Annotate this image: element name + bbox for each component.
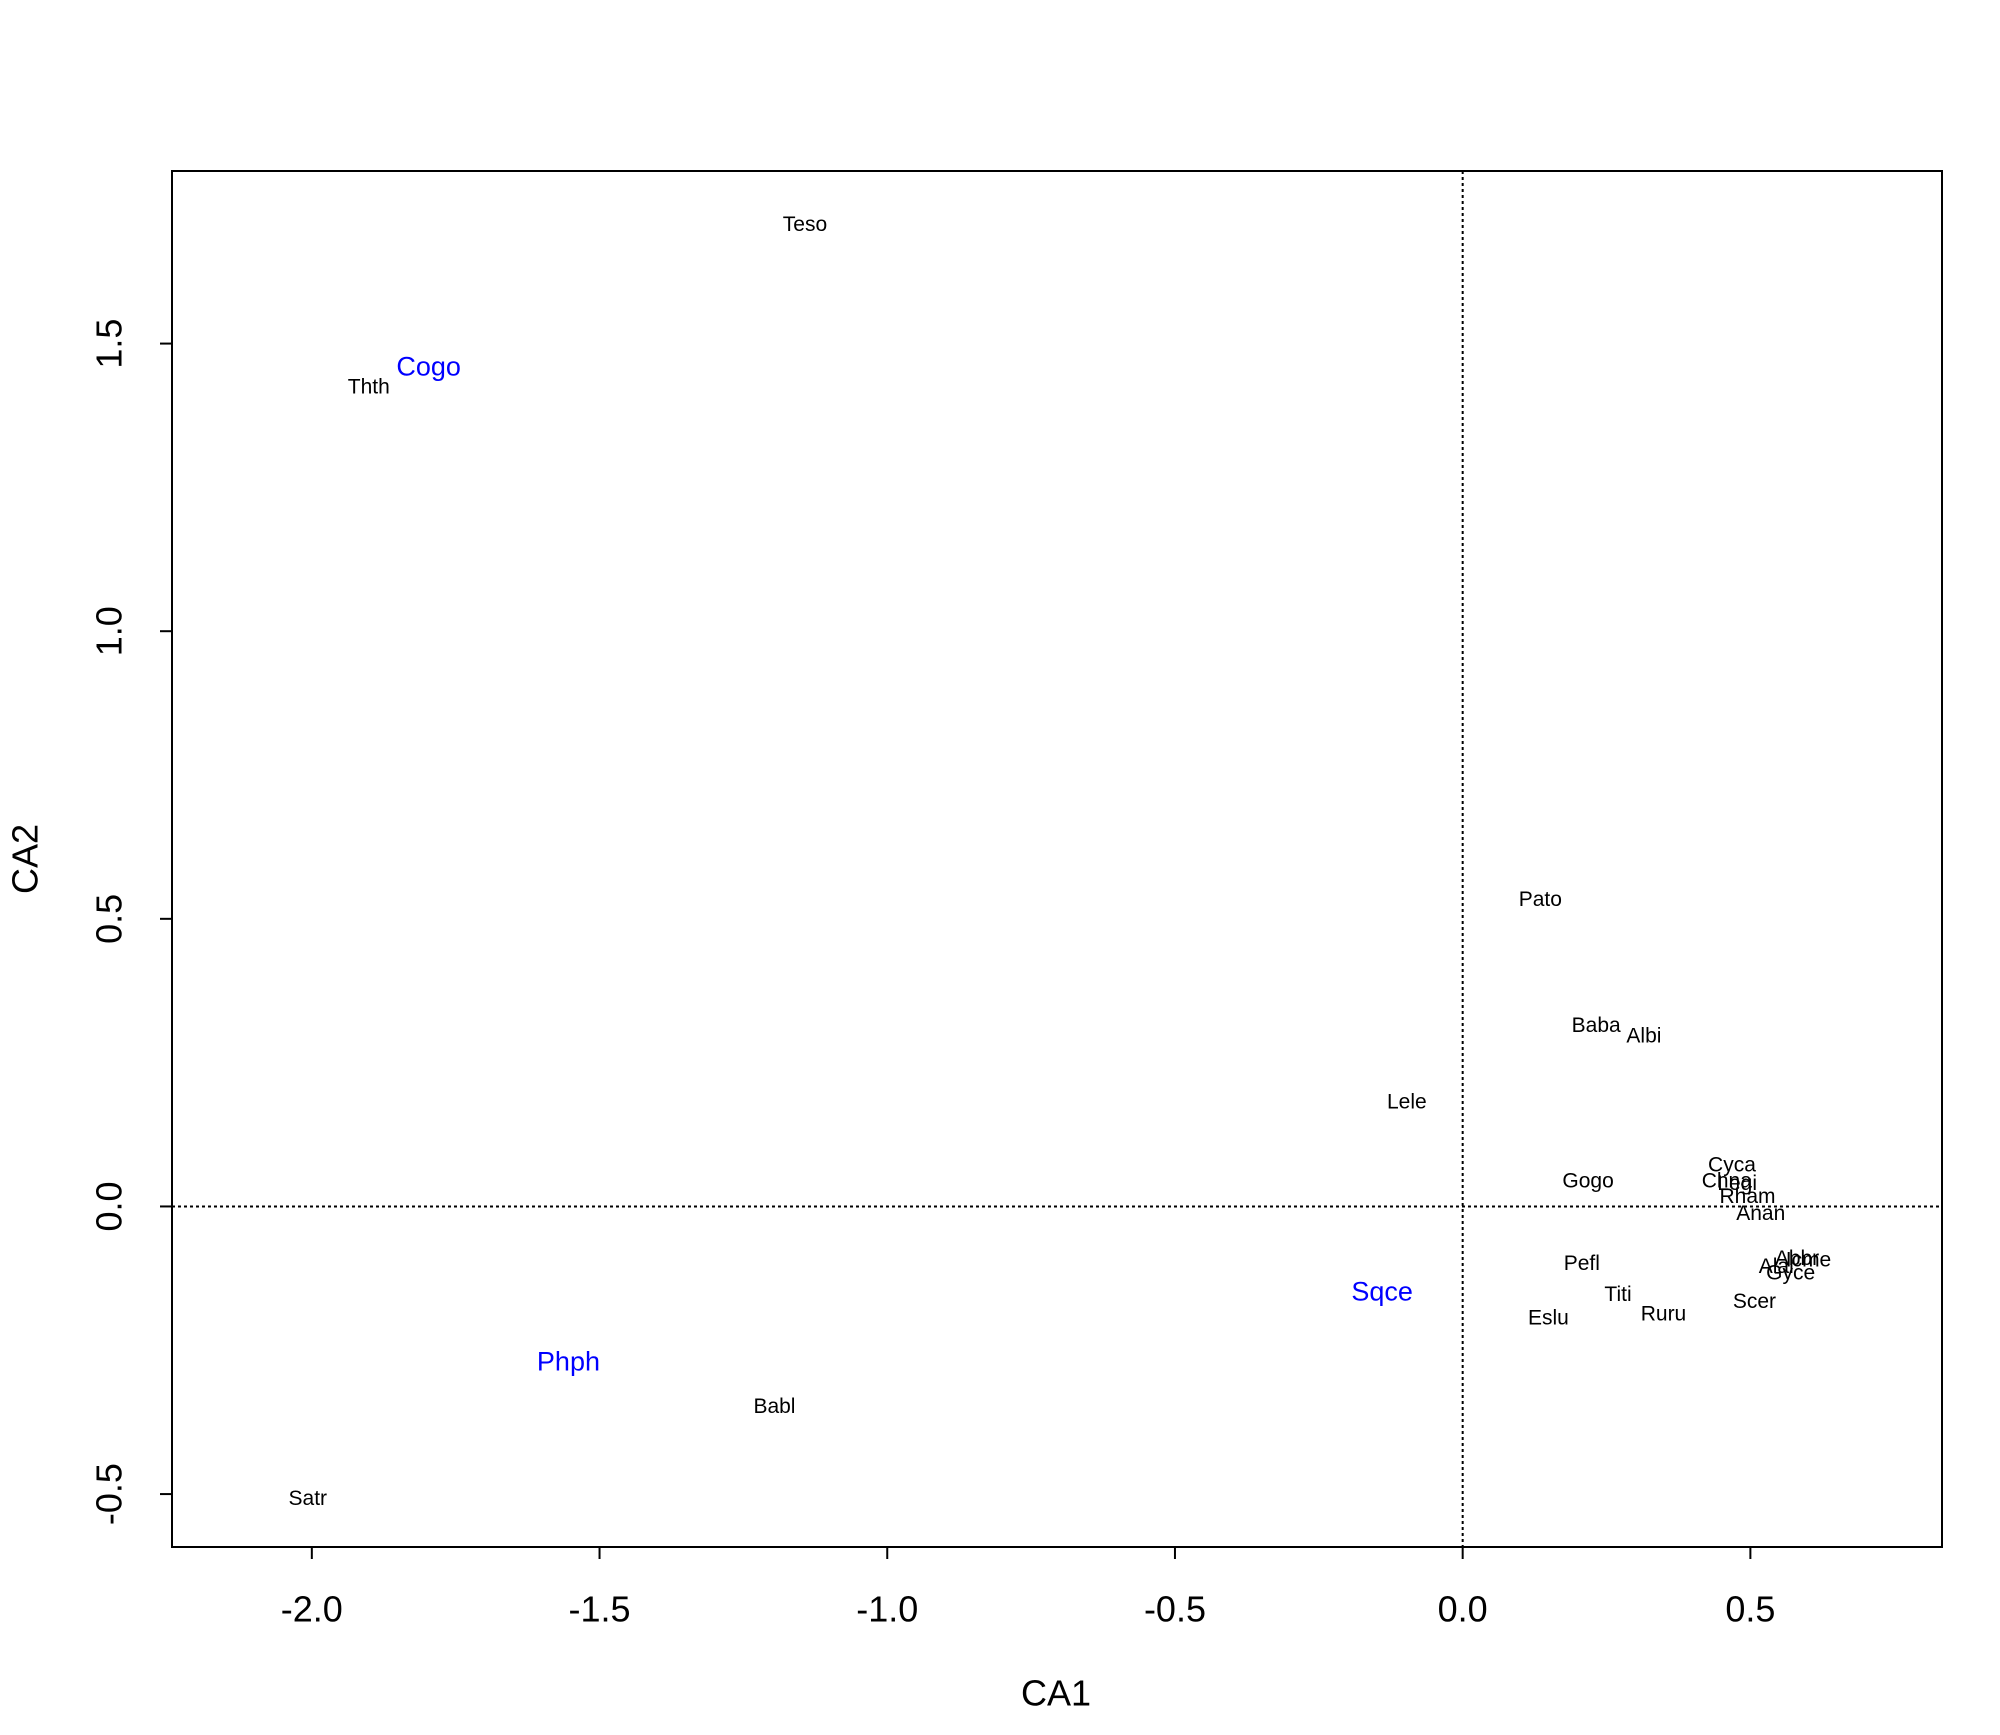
point-label: Satr [289, 1487, 328, 1510]
x-tick-label: -0.5 [1144, 1589, 1206, 1630]
x-tick-label: -1.0 [856, 1589, 918, 1630]
point-label: Legi [1717, 1172, 1757, 1195]
x-tick-label: -1.5 [569, 1589, 631, 1630]
y-tick-label: 0.0 [89, 1181, 130, 1231]
y-tick-label: 0.5 [89, 894, 130, 944]
point-label: Phph [537, 1347, 600, 1377]
point-label: Chna [1702, 1169, 1753, 1192]
point-label: Baba [1572, 1014, 1621, 1037]
x-tick-label: -2.0 [281, 1589, 343, 1630]
point-label: Anan [1736, 1202, 1785, 1225]
x-tick-label: 0.5 [1725, 1589, 1775, 1630]
point-label: Cogo [396, 351, 461, 381]
point-label: Teso [783, 213, 827, 236]
point-label: Icme [1786, 1249, 1832, 1272]
y-tick-label: 1.5 [89, 319, 130, 369]
plot-frame [171, 170, 1943, 1548]
point-label: Rham [1719, 1185, 1775, 1208]
point-label: Eslu [1528, 1307, 1569, 1330]
point-label: Gyce [1766, 1261, 1815, 1284]
y-tick-label: -0.5 [89, 1463, 130, 1525]
point-label: Pato [1519, 888, 1562, 911]
y-tick-label: 1.0 [89, 606, 130, 656]
x-tick-label: 0.0 [1438, 1589, 1488, 1630]
point-label: Cyca [1708, 1154, 1756, 1177]
point-label: Ruru [1641, 1303, 1687, 1326]
point-label: Abbr [1775, 1247, 1819, 1270]
point-label: Titi [1604, 1283, 1631, 1306]
point-label: Pefl [1564, 1252, 1600, 1275]
y-axis-title: CA2 [5, 824, 46, 894]
point-label: Scer [1733, 1290, 1776, 1313]
point-label: Lele [1387, 1090, 1427, 1113]
x-axis-title: CA1 [1021, 1673, 1091, 1714]
point-label: Alal [1759, 1255, 1794, 1278]
point-label: Albi [1626, 1024, 1661, 1047]
point-label: Sqce [1351, 1276, 1413, 1306]
point-label: Babl [753, 1395, 795, 1418]
point-label: Gogo [1562, 1169, 1613, 1192]
point-label: Thth [348, 375, 390, 398]
